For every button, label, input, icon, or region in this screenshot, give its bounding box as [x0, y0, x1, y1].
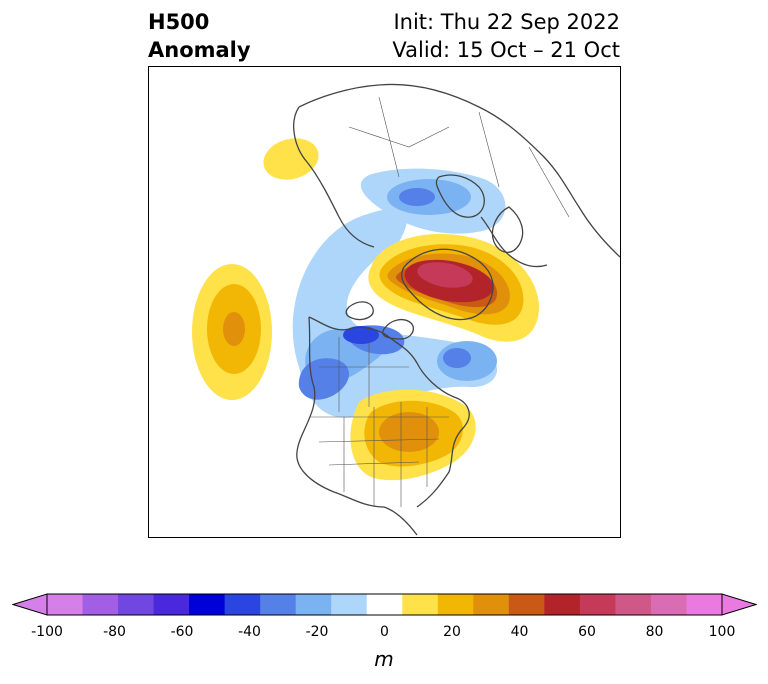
colorbar-segment	[153, 594, 190, 615]
colorbar-tick-label: -80	[103, 624, 126, 640]
colorbar-segment	[508, 594, 545, 615]
colorbar-tick-label: 20	[443, 624, 461, 640]
colorbar-segment	[331, 594, 368, 615]
colorbar-unit: m	[374, 647, 394, 671]
colorbar-segment	[650, 594, 687, 615]
colorbar-segment	[366, 594, 403, 615]
valid-period: Valid: 15 Oct – 21 Oct	[392, 38, 620, 62]
colorbar-frame	[46, 593, 723, 616]
colorbar-segment	[615, 594, 652, 615]
colorbar-segment	[224, 594, 261, 615]
colorbar-segment	[189, 594, 226, 615]
coastlines	[293, 83, 620, 536]
init-date: Init: Thu 22 Sep 2022	[393, 10, 620, 34]
colorbar-segment	[118, 594, 155, 615]
colorbar-segment	[47, 594, 84, 615]
title-field: Anomaly	[148, 38, 251, 62]
colorbar-segment	[260, 594, 297, 615]
colorbar-tick-label: 80	[645, 624, 664, 640]
colorbar-segment	[579, 594, 616, 615]
colorbar-segment	[295, 594, 332, 615]
colorbar-svg	[11, 593, 758, 616]
title-variable: H500	[148, 10, 210, 34]
positive-anomaly-siberia	[263, 138, 319, 180]
colorbar-tick-label: 100	[708, 624, 736, 640]
colorbar-tick-label: 60	[578, 624, 596, 640]
colorbar-tick-label: -100	[31, 624, 63, 640]
colorbar-tick-label: -60	[170, 624, 194, 640]
anomaly-map	[148, 66, 621, 538]
colorbar-ticks: -100 -80 -60 -40 -20 0 20 40 60 80 100	[0, 624, 768, 646]
chart-title-left: H500 Anomaly	[148, 8, 251, 64]
colorbar-segment	[473, 594, 510, 615]
colorbar-extend-min	[11, 593, 48, 616]
colorbar-segment	[686, 594, 723, 615]
colorbar-segment	[544, 594, 581, 615]
colorbar-tick-label: -20	[305, 624, 329, 640]
colorbar-tick-label: 40	[510, 624, 529, 640]
chart-title-right: Init: Thu 22 Sep 2022 Valid: 15 Oct – 21…	[392, 8, 620, 64]
negative-anomaly-western-canada-alaska	[292, 209, 498, 418]
colorbar-segment	[82, 594, 119, 615]
map-canvas	[192, 83, 620, 536]
colorbar-extend-max	[721, 593, 758, 616]
political-borders	[309, 96, 570, 507]
colorbar	[11, 592, 758, 620]
positive-anomaly-north-pacific	[192, 264, 272, 400]
colorbar-tick-label: -40	[238, 624, 261, 640]
colorbar-segment	[402, 594, 439, 615]
colorbar-segment	[437, 594, 474, 615]
colorbar-tick-label: 0	[380, 624, 389, 640]
